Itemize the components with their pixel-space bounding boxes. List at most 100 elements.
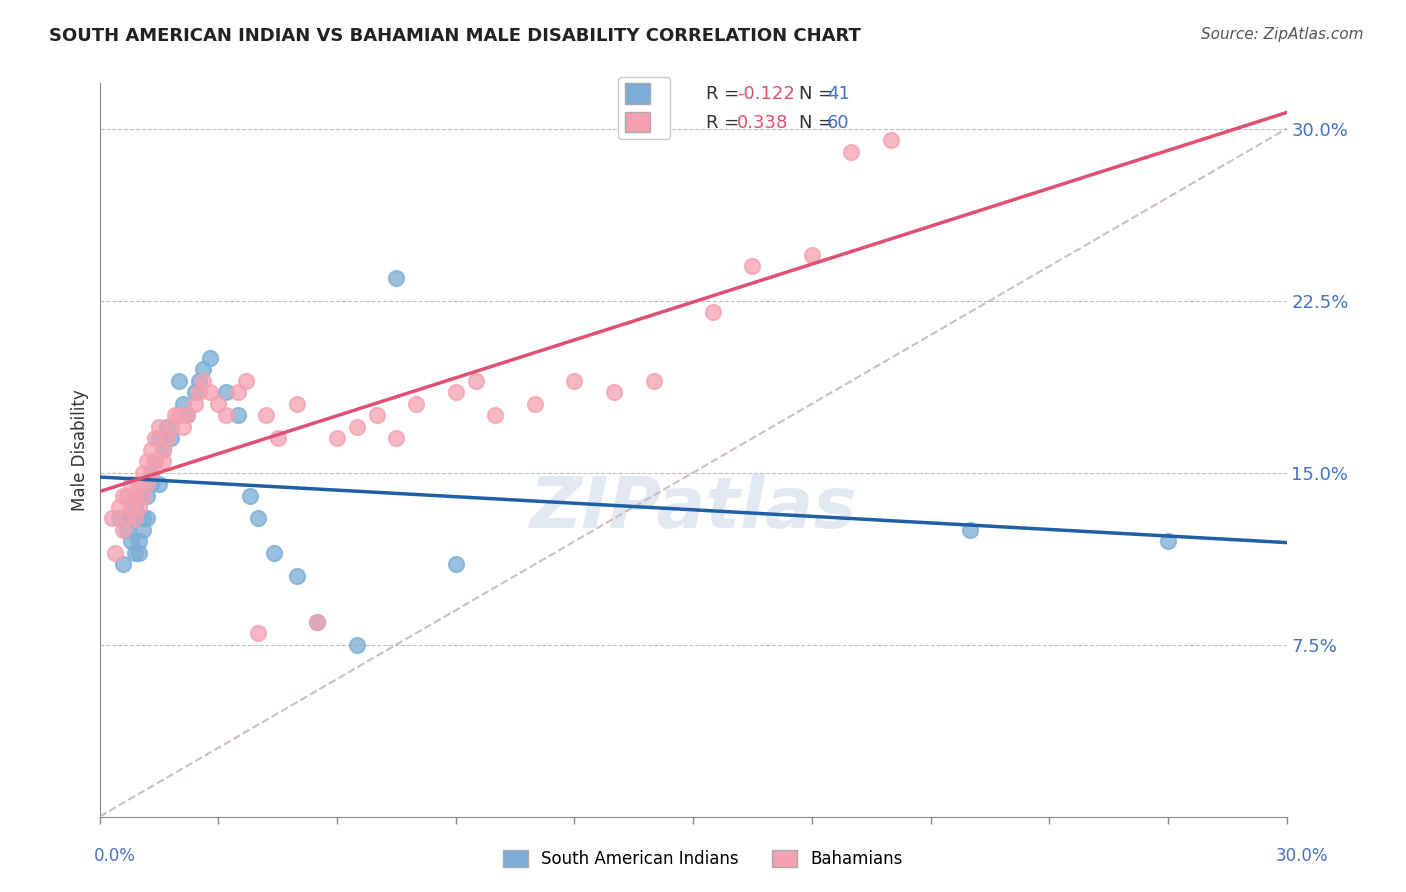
- Point: [156, 419, 179, 434]
- Text: N =: N =: [799, 114, 838, 132]
- Text: Source: ZipAtlas.com: Source: ZipAtlas.com: [1201, 27, 1364, 42]
- Point: [139, 466, 162, 480]
- Point: [124, 546, 146, 560]
- Point: [523, 397, 546, 411]
- Y-axis label: Male Disability: Male Disability: [72, 389, 89, 510]
- Point: [385, 270, 408, 285]
- Point: [128, 489, 150, 503]
- Point: [152, 454, 174, 468]
- Point: [191, 374, 214, 388]
- Point: [643, 374, 665, 388]
- Point: [152, 442, 174, 457]
- Point: [200, 351, 222, 365]
- Point: [263, 546, 285, 560]
- Point: [200, 385, 222, 400]
- Point: [120, 534, 142, 549]
- Point: [160, 431, 183, 445]
- Point: [120, 511, 142, 525]
- Point: [117, 511, 139, 525]
- Text: 0.0%: 0.0%: [94, 847, 136, 865]
- Point: [172, 419, 194, 434]
- Point: [1157, 534, 1180, 549]
- Text: -0.122: -0.122: [737, 85, 794, 103]
- Point: [148, 477, 170, 491]
- Point: [167, 374, 190, 388]
- Point: [287, 569, 309, 583]
- Point: [741, 260, 763, 274]
- Point: [143, 454, 166, 468]
- Point: [139, 466, 162, 480]
- Point: [128, 534, 150, 549]
- Point: [112, 489, 135, 503]
- Point: [124, 511, 146, 525]
- Point: [143, 431, 166, 445]
- Point: [235, 374, 257, 388]
- Point: [239, 489, 262, 503]
- Point: [139, 477, 162, 491]
- Point: [112, 558, 135, 572]
- Point: [226, 385, 249, 400]
- Point: [307, 615, 329, 629]
- Point: [385, 431, 408, 445]
- Point: [132, 489, 155, 503]
- Point: [702, 305, 724, 319]
- Point: [346, 638, 368, 652]
- Point: [267, 431, 290, 445]
- Point: [148, 419, 170, 434]
- Point: [117, 489, 139, 503]
- Point: [124, 489, 146, 503]
- Point: [484, 409, 506, 423]
- Point: [172, 397, 194, 411]
- Text: 30.0%: 30.0%: [1277, 847, 1329, 865]
- Point: [143, 454, 166, 468]
- Point: [136, 489, 159, 503]
- Point: [226, 409, 249, 423]
- Text: 60: 60: [827, 114, 849, 132]
- Point: [464, 374, 486, 388]
- Text: SOUTH AMERICAN INDIAN VS BAHAMIAN MALE DISABILITY CORRELATION CHART: SOUTH AMERICAN INDIAN VS BAHAMIAN MALE D…: [49, 27, 860, 45]
- Point: [191, 362, 214, 376]
- Point: [117, 523, 139, 537]
- Point: [136, 454, 159, 468]
- Point: [132, 466, 155, 480]
- Point: [128, 500, 150, 514]
- Point: [183, 385, 205, 400]
- Point: [564, 374, 586, 388]
- Point: [215, 409, 238, 423]
- Point: [187, 374, 209, 388]
- Point: [246, 511, 269, 525]
- Point: [959, 523, 981, 537]
- Legend: , : ,: [619, 77, 671, 139]
- Point: [163, 409, 186, 423]
- Point: [207, 397, 229, 411]
- Point: [326, 431, 349, 445]
- Point: [187, 385, 209, 400]
- Point: [346, 419, 368, 434]
- Text: ZIPatlas: ZIPatlas: [530, 474, 856, 543]
- Point: [405, 397, 427, 411]
- Point: [444, 385, 467, 400]
- Point: [148, 431, 170, 445]
- Text: R =: R =: [706, 85, 745, 103]
- Point: [124, 500, 146, 514]
- Point: [246, 626, 269, 640]
- Point: [139, 442, 162, 457]
- Text: R =: R =: [706, 114, 745, 132]
- Point: [108, 511, 131, 525]
- Text: N =: N =: [799, 85, 838, 103]
- Point: [176, 409, 198, 423]
- Point: [176, 409, 198, 423]
- Point: [254, 409, 277, 423]
- Point: [841, 145, 863, 159]
- Text: 0.338: 0.338: [737, 114, 789, 132]
- Point: [120, 500, 142, 514]
- Point: [880, 133, 903, 147]
- Point: [603, 385, 626, 400]
- Point: [287, 397, 309, 411]
- Point: [132, 523, 155, 537]
- Point: [444, 558, 467, 572]
- Point: [128, 477, 150, 491]
- Point: [132, 511, 155, 525]
- Point: [152, 442, 174, 457]
- Point: [183, 397, 205, 411]
